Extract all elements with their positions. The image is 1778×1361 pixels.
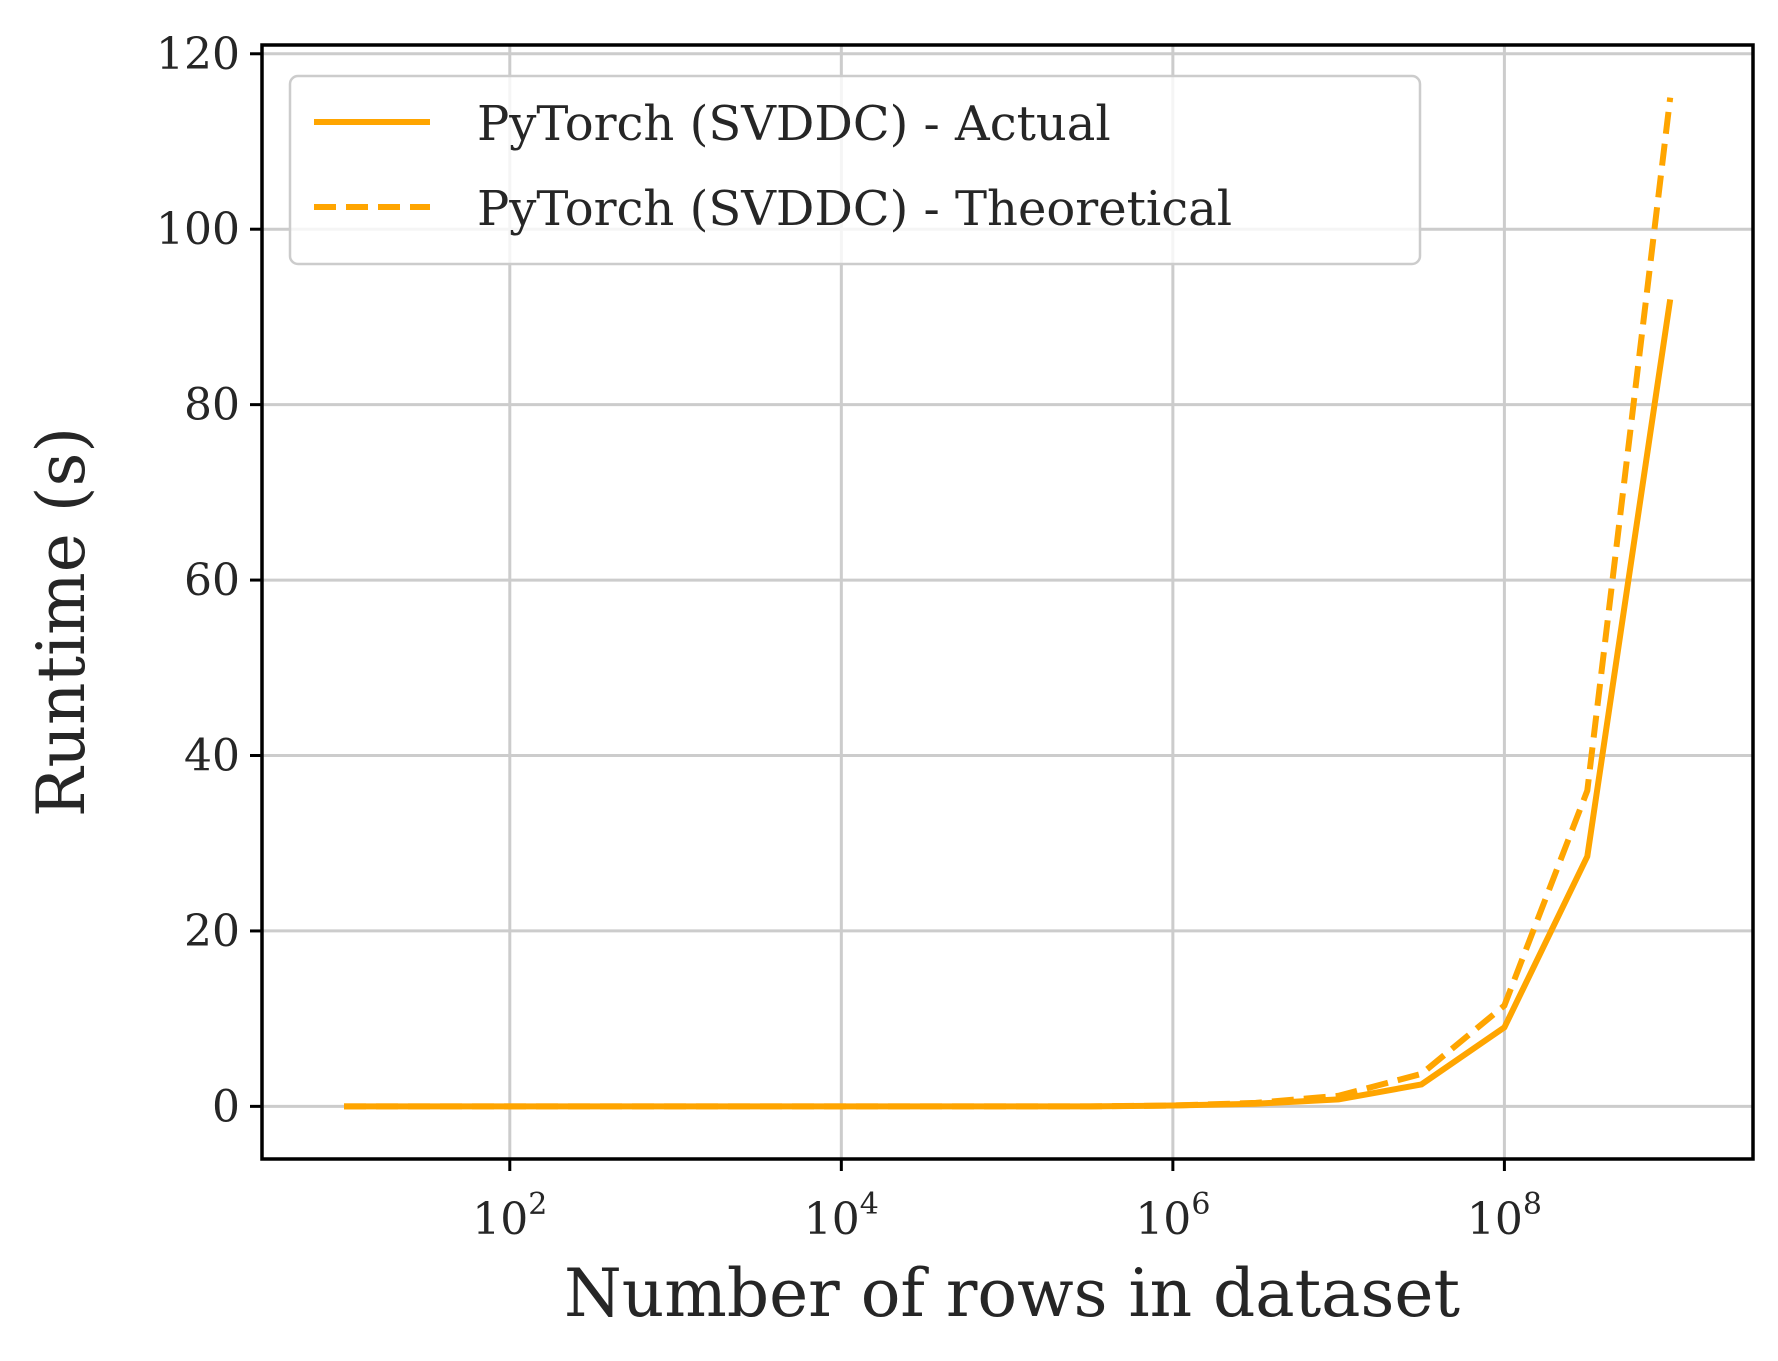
series-line-actual: [344, 298, 1674, 1110]
x-axis-label: Number of rows in dataset: [564, 1255, 1460, 1332]
legend-label-actual: PyTorch (SVDDC) - Actual: [477, 96, 1111, 152]
plot-series: [344, 97, 1674, 1110]
y-tick-label: 100: [156, 204, 240, 255]
y-tick-label: 20: [184, 906, 240, 957]
x-axis-ticks: 102 104 106 108: [472, 1159, 1542, 1245]
legend-label-theoretical: PyTorch (SVDDC) - Theoretical: [477, 181, 1232, 237]
x-tick-label: 102: [472, 1187, 547, 1245]
y-tick-label: 80: [184, 380, 240, 431]
y-tick-label: 0: [212, 1081, 240, 1132]
y-tick-label: 60: [184, 555, 240, 606]
x-tick-label: 106: [1135, 1187, 1210, 1245]
legend: PyTorch (SVDDC) - Actual PyTorch (SVDDC)…: [288, 74, 1422, 266]
y-tick-label: 120: [156, 29, 240, 80]
y-axis-label: Runtime (s): [23, 427, 100, 817]
legend-box: [288, 74, 1422, 266]
y-tick-label: 40: [184, 731, 240, 782]
x-tick-label: 108: [1467, 1187, 1542, 1245]
y-axis-ticks: 0 20 40 60 80 100 120: [156, 29, 262, 1132]
x-tick-label: 104: [804, 1187, 879, 1245]
plot-frame: [260, 43, 1755, 1161]
